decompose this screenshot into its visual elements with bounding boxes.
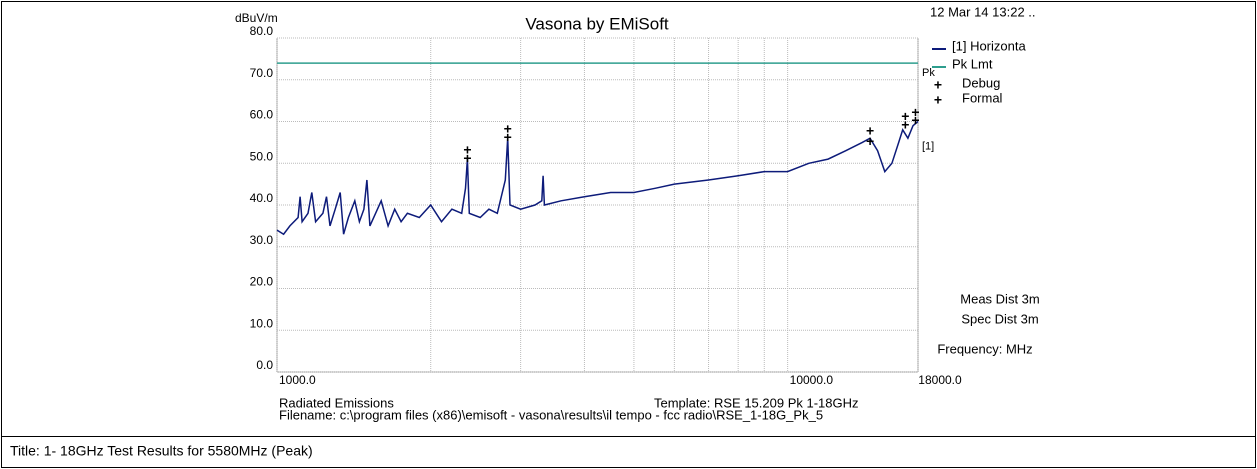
y-tick-label: 0.0 xyxy=(256,358,273,372)
y-tick-label: 20.0 xyxy=(250,275,274,289)
y-tick-label: 50.0 xyxy=(250,149,274,163)
footer-text: Radiated Emissions xyxy=(279,395,394,410)
y-tick-label: 10.0 xyxy=(250,316,274,330)
series-line xyxy=(276,120,919,236)
marker: + xyxy=(463,141,471,157)
marker: + xyxy=(504,121,512,137)
marker: + xyxy=(911,104,919,120)
legend-label: [1] Horizonta xyxy=(952,38,1026,53)
y-axis-label: dBuV/m xyxy=(235,11,278,25)
y-tick-label: 60.0 xyxy=(250,108,274,122)
y-tick-label: 40.0 xyxy=(250,191,274,205)
timestamp: 12 Mar 14 13:22 .. xyxy=(930,4,1036,19)
legend-label: Formal xyxy=(962,90,1003,105)
note: Frequency: MHz xyxy=(937,341,1032,356)
marker: + xyxy=(911,112,919,128)
y-tick-label: 30.0 xyxy=(250,233,274,247)
marker: + xyxy=(463,150,471,166)
line-end-label: [1] xyxy=(922,140,934,152)
marker: + xyxy=(504,129,512,145)
note: Meas Dist 3m xyxy=(960,291,1039,306)
marker: + xyxy=(901,116,909,132)
legend-marker: + xyxy=(934,77,942,93)
x-tick-label: 18000.0 xyxy=(918,373,962,387)
x-tick-label: 1000.0 xyxy=(279,373,316,387)
footer-text: Filename: c:\program files (x86)\emisoft… xyxy=(279,407,823,422)
legend-marker: + xyxy=(934,92,942,108)
marker: + xyxy=(901,108,909,124)
chart-title: Vasona by EMiSoft xyxy=(525,14,669,33)
line-end-label: Pk xyxy=(922,67,935,79)
x-tick-label: 10000.0 xyxy=(790,373,834,387)
chart: 0.0 10.0 20.0 30.0 40.0 50.0 60.0 70.0 80.0 1000.… xyxy=(235,4,1040,422)
y-tick-label: 70.0 xyxy=(250,66,274,80)
marker: + xyxy=(866,123,874,139)
legend-label: Debug xyxy=(962,75,1000,90)
note: Spec Dist 3m xyxy=(961,311,1038,326)
marker: + xyxy=(866,133,874,149)
caption: Title: 1- 18GHz Test Results for 5580MHz… xyxy=(10,443,313,459)
y-tick-label: 80.0 xyxy=(250,24,274,38)
footer-text: Template: RSE 15.209 Pk 1-18GHz xyxy=(654,395,859,410)
legend-label: Pk Lmt xyxy=(952,56,993,71)
